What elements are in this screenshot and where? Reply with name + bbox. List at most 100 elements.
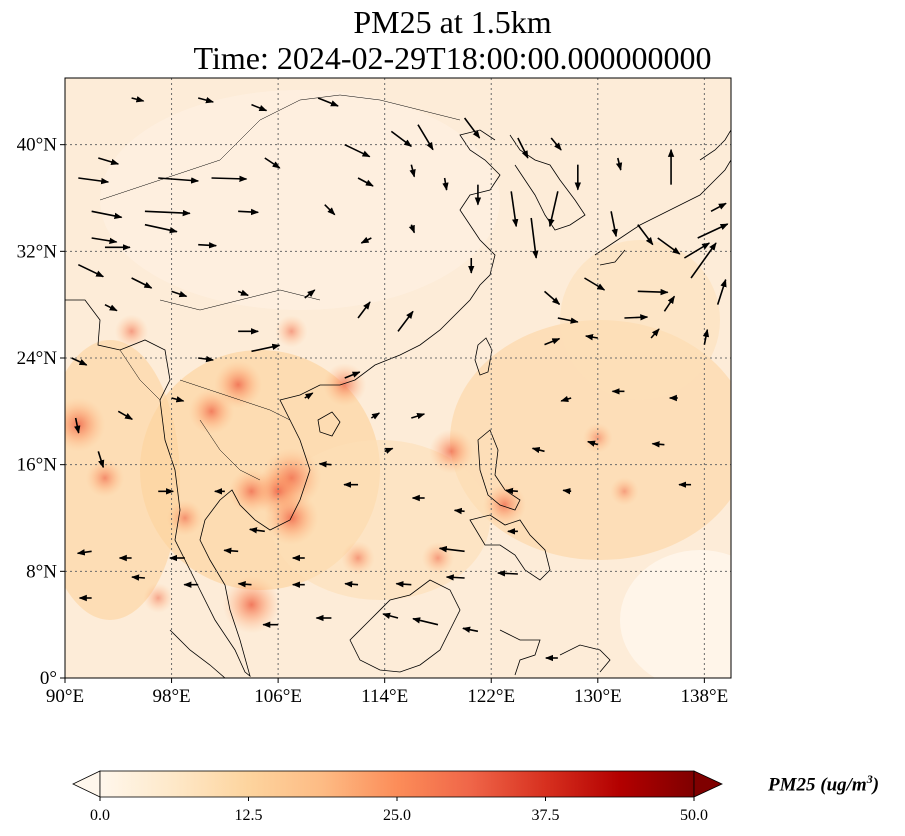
lon-tick-label: 122°E [467,686,515,707]
wind-vector-6 [238,208,259,216]
wind-vector-63 [531,446,545,454]
wind-vector-64 [587,440,599,447]
field-region-east [560,240,720,400]
coastline-philippines-south [469,514,551,581]
wind-vector-76 [663,295,676,312]
coastline-hainan [317,411,341,437]
wind-vector-101 [317,97,339,107]
wind-vector-73 [702,328,710,345]
coastline-luzon [477,429,521,511]
lon-tick-label: 114°E [361,686,408,707]
wind-vector-81 [543,290,561,305]
pm25-hotspot-13 [114,314,149,349]
wind-vector-111 [324,204,336,216]
wind-vector-105 [357,177,374,187]
wind-vector-31 [384,447,394,454]
wind-vector-82 [657,237,681,255]
colorbar-tick-label: 50.0 [680,807,708,824]
wind-vector-92 [530,217,539,259]
wind-vector-55 [412,617,439,626]
colorbar-tick-label: 37.5 [532,807,560,824]
wind-vector-23 [97,451,105,469]
wind-vector-0 [78,177,110,185]
coastline-borneo [349,579,461,673]
wind-vector-50 [395,580,412,588]
wind-vector-51 [445,574,465,581]
wind-vector-26 [198,355,214,363]
wind-vector-20 [104,303,118,312]
gridlines [65,78,731,678]
border-inland-1 [99,94,461,481]
pm25-hotspot-10 [429,429,474,474]
wind-vector-8 [144,223,178,234]
wind-vector-10 [198,242,217,249]
wind-vector-7 [91,237,118,245]
wind-vector-49 [344,581,359,588]
wind-vector-1 [98,157,120,165]
wind-vector-106 [409,164,416,178]
coastline-mainland [65,129,501,678]
coastline-sumatra [169,629,226,678]
colorbar-tick-label: 0.0 [90,807,110,824]
wind-vector-14 [237,289,249,297]
field-region-southeast [620,550,731,678]
wind-vector-97 [463,117,481,139]
lat-tick-label: 40°N [17,135,58,156]
wind-vector-24 [117,410,133,421]
wind-vector-25 [171,396,185,403]
wind-vector-12 [131,277,153,289]
colorbar-tick-label: 12.5 [235,807,263,824]
wind-vector-11 [77,263,105,278]
wind-vector-87 [637,224,654,246]
lat-tick-label: 24°N [17,348,58,369]
pm25-hotspot-1 [85,458,125,498]
wind-vector-77 [716,278,727,305]
wind-vector-43 [76,549,92,556]
wind-vector-5 [144,209,191,217]
wind-vector-71 [585,334,598,341]
wind-vector-52 [497,570,518,577]
wind-vectors [71,96,729,662]
wind-vector-67 [560,395,572,402]
wind-vector-109 [408,224,416,234]
wind-vector-95 [517,137,529,159]
pm25-hotspot-17 [143,583,174,613]
map-plot-area [65,78,731,678]
colorbar: 0.0 12.5 25.0 37.5 50.0 [72,770,723,824]
lon-tick-label: 138°E [681,686,729,707]
colorbar-extend-min [72,770,101,798]
colorbar-ticks: 0.0 12.5 25.0 37.5 50.0 [90,797,708,824]
coastline-new-guinea [559,644,611,673]
wind-vector-74 [557,317,579,324]
colorbar-extend-max [693,770,723,798]
wind-vector-83 [683,242,711,259]
wind-vector-91 [548,191,559,228]
pm25-hotspot-0 [65,397,106,452]
wind-vector-96 [550,137,562,151]
wind-vector-17 [397,310,414,332]
wind-vector-110 [360,236,372,244]
wind-vector-19 [251,343,281,353]
wind-vector-3 [211,175,248,182]
lon-tick-label: 90°E [46,686,84,707]
wind-vector-88 [610,211,618,238]
coastline-taiwan [474,337,493,376]
wind-vector-40 [223,547,239,555]
coastline-sulawesi [499,629,541,676]
wind-vector-62 [562,488,572,495]
lat-tick-label: 32°N [17,241,58,262]
wind-vector-61 [505,487,518,495]
pm25-hotspot-3 [214,360,263,409]
wind-vector-53 [438,546,465,553]
wind-vector-45 [131,574,145,581]
wind-vector-98 [417,124,434,151]
lat-tick-label: 0° [40,668,57,689]
wind-vector-38 [249,527,265,534]
wind-vector-72 [650,328,660,339]
wind-vector-29 [370,412,381,420]
pm25-hotspot-14 [275,315,308,348]
wind-vector-58 [462,626,479,633]
lon-tick-label: 106°E [254,686,302,707]
wind-vector-2 [158,177,200,184]
